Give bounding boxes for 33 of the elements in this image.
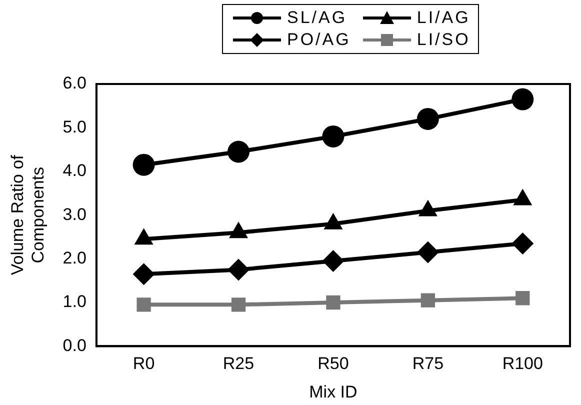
x-tick-label: R50 bbox=[318, 354, 349, 374]
point bbox=[420, 293, 435, 308]
point bbox=[231, 298, 246, 312]
point bbox=[512, 88, 534, 110]
y-tick-label: 6.0 bbox=[62, 74, 86, 93]
point bbox=[228, 258, 250, 281]
x-tick-label: R25 bbox=[222, 354, 254, 374]
point bbox=[512, 232, 534, 255]
legend-label: SL/AG bbox=[287, 8, 348, 28]
y-tick-label: 5.0 bbox=[62, 117, 86, 136]
point bbox=[132, 263, 155, 286]
x-tick-label: R100 bbox=[502, 354, 543, 374]
y-tick-label: 4.0 bbox=[62, 161, 86, 180]
point bbox=[326, 295, 340, 310]
x-tick-label: R75 bbox=[412, 354, 444, 374]
y-axis-title: Volume Ratio of Components bbox=[8, 154, 48, 276]
point bbox=[322, 250, 344, 272]
legend-label: PO/AG bbox=[287, 30, 351, 50]
point bbox=[132, 154, 155, 176]
point bbox=[228, 140, 250, 163]
y-tick-label: 0.0 bbox=[62, 336, 86, 355]
y-tick-label: 3.0 bbox=[62, 204, 86, 224]
point bbox=[416, 108, 439, 130]
point bbox=[322, 125, 344, 148]
x-axis-title: Mix ID bbox=[309, 382, 358, 402]
legend-label: LI/SO bbox=[416, 30, 470, 50]
point bbox=[416, 241, 439, 264]
point bbox=[136, 298, 151, 312]
y-tick-label: 2.0 bbox=[62, 248, 86, 268]
legend-label: LI/AG bbox=[416, 8, 470, 28]
point bbox=[516, 291, 530, 306]
y-tick-label: 1.0 bbox=[62, 292, 86, 312]
x-tick-label: R0 bbox=[132, 354, 155, 374]
